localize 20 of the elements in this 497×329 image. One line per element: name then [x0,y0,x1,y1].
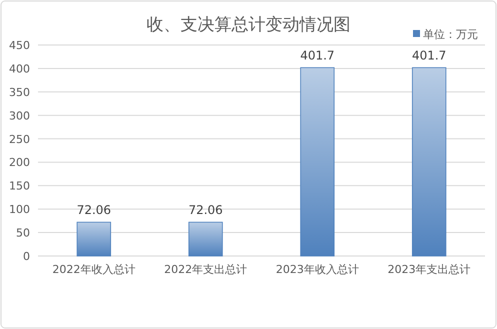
y-tick-label: 300 [9,109,30,122]
y-tick-label: 50 [16,226,30,240]
data-label: 401.7 [300,48,335,63]
y-tick-label: 350 [9,86,30,99]
x-tick-label: 2022年收入总计 [52,263,136,276]
y-tick-label: 450 [9,39,30,52]
data-label: 72.06 [188,203,223,218]
y-tick-label: 0 [23,250,30,263]
x-tick-label: 2022年支出总计 [164,263,248,276]
y-tick-label: 100 [9,203,30,216]
data-label: 401.7 [412,48,446,63]
chart-title: 收、支决算总计变动情况图 [146,15,350,35]
x-tick-label: 2023年支出总计 [388,263,471,276]
legend-label: 单位：万元 [423,28,478,41]
y-tick-label: 200 [9,156,30,170]
x-tick-label: 2023年收入总计 [276,263,359,276]
data-label: 72.06 [76,203,112,218]
y-tick-label: 150 [9,180,30,193]
y-tick-label: 250 [9,132,30,146]
y-tick-label: 400 [9,62,30,76]
